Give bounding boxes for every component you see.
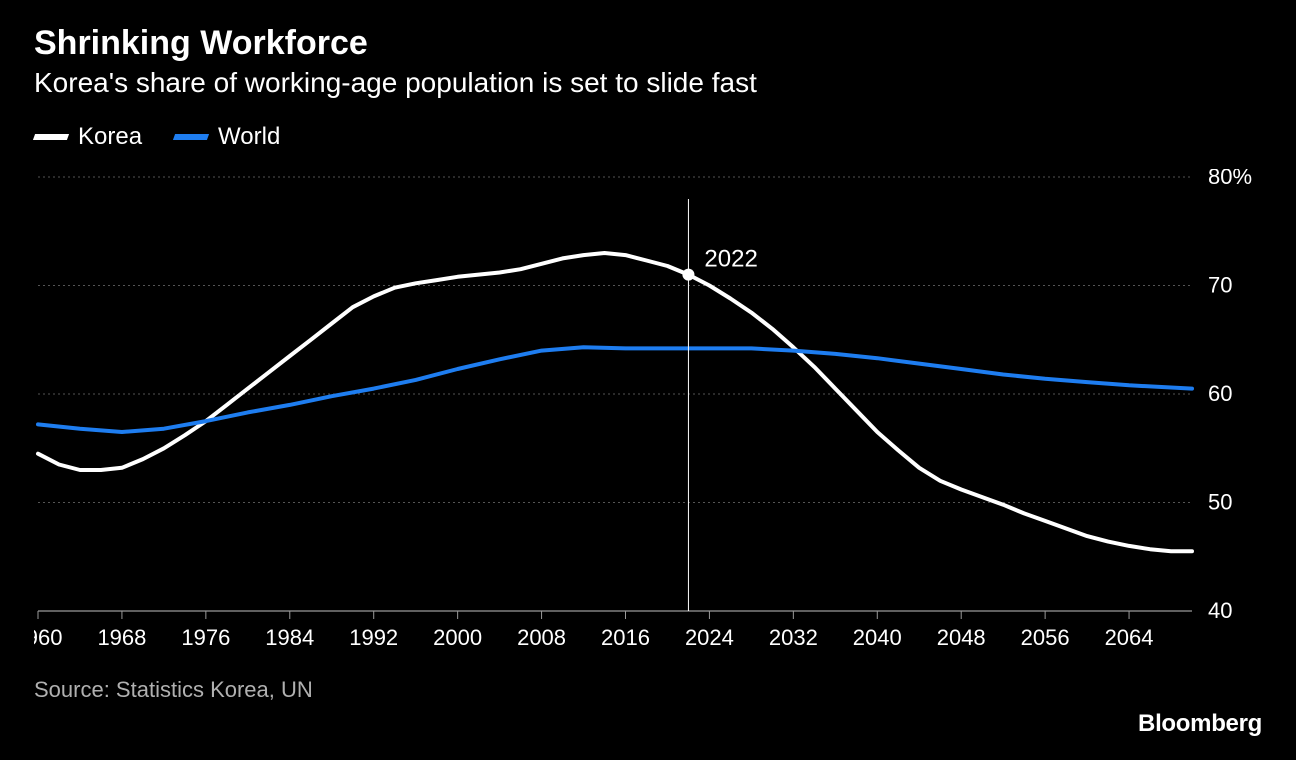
x-axis-label: 2016 — [601, 625, 650, 650]
marker-label: 2022 — [704, 246, 757, 273]
legend-item-world: World — [174, 123, 280, 151]
x-axis-label: 2032 — [769, 625, 818, 650]
legend-label-korea: Korea — [78, 123, 142, 151]
line-chart-svg: 40 50 60 70 80% 1960 1968 1976 1984 1992 2000 2008 2… — [34, 169, 1262, 659]
legend-label-world: World — [218, 123, 280, 151]
chart-title: Shrinking Workforce — [34, 24, 1262, 63]
chart-source: Source: Statistics Korea, UN — [34, 677, 1262, 703]
chart-plot-area: 40 50 60 70 80% 1960 1968 1976 1984 1992 2000 2008 2… — [34, 169, 1262, 659]
x-axis-label: 1992 — [349, 625, 398, 650]
x-axis-label: 2000 — [433, 625, 482, 650]
chart-legend: Korea World — [34, 123, 1262, 151]
x-axis-label: 1976 — [181, 625, 230, 650]
x-axis-label: 2064 — [1105, 625, 1154, 650]
series-line-world — [38, 347, 1192, 432]
chart-container: Shrinking Workforce Korea's share of wor… — [0, 0, 1296, 760]
brand-logo: Bloomberg — [1138, 710, 1262, 738]
marker-dot — [682, 269, 694, 281]
x-axis-label: 1968 — [97, 625, 146, 650]
legend-swatch-korea — [33, 134, 69, 140]
y-axis-label: 70 — [1208, 273, 1232, 298]
y-axis-label: 80% — [1208, 169, 1252, 189]
x-axis-label: 2056 — [1021, 625, 1070, 650]
x-axis-label: 1984 — [265, 625, 314, 650]
x-axis-label: 2040 — [853, 625, 902, 650]
x-axis-label: 2024 — [685, 625, 734, 650]
legend-swatch-world — [173, 134, 209, 140]
y-axis-label: 60 — [1208, 381, 1232, 406]
x-axis-label: 1960 — [34, 625, 62, 650]
y-axis-label: 50 — [1208, 490, 1232, 515]
x-axis-label: 2048 — [937, 625, 986, 650]
legend-item-korea: Korea — [34, 123, 142, 151]
chart-subtitle: Korea's share of working-age population … — [34, 67, 1262, 99]
y-axis-label: 40 — [1208, 598, 1232, 623]
series-line-korea — [38, 253, 1192, 551]
x-axis-label: 2008 — [517, 625, 566, 650]
